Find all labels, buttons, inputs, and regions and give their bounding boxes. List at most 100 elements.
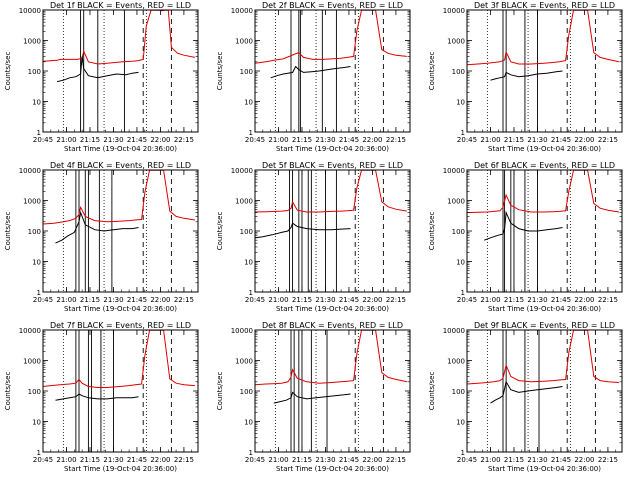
x-tick-label: 22:00 [574,456,594,464]
y-tick-label: 1 [461,449,465,457]
y-tick-label: 1000 [23,358,41,366]
y-tick-label: 100 [28,68,41,76]
series-lld-line [43,330,195,388]
panel-det-5: Det 5f BLACK = Events, RED = LLD 1 10 100 10… [216,161,411,313]
y-tick-label: 10 [32,419,41,427]
panel-title: Det 6f BLACK = Events, RED = LLD [474,161,615,170]
y-tick-label: 10000 [231,327,253,335]
y-tick-label: 1 [37,449,41,457]
y-tick-label: 1 [249,289,253,297]
series-group [43,10,195,83]
x-tick-label: 22:00 [362,296,382,304]
x-tick-label: 22:15 [386,456,406,464]
y-tick-label: 10000 [231,167,253,175]
x-tick-label: 21:15 [504,456,524,464]
panel-det-8: Det 8f BLACK = Events, RED = LLD 1 10 100 10… [216,321,411,473]
plot-frame [466,169,623,293]
y-tick-label: 10000 [443,327,465,335]
x-tick-label: 21:15 [504,296,524,304]
x-tick-label: 21:15 [504,136,524,144]
x-tick-label: 21:45 [551,456,571,464]
series-group [255,330,408,404]
x-tick-label: 21:30 [527,136,547,144]
panel-det-6: Det 6f BLACK = Events, RED = LLD 1 10 100 10… [428,161,623,313]
x-tick-label: 20:45 [33,456,53,464]
y-axis-label: Counts/sec [216,52,224,91]
x-axis-label: Start Time (19-Oct-04 20:36:00) [488,465,601,473]
marker-lines [274,330,384,452]
y-axis-label: Counts/sec [4,52,12,91]
y-tick-label: 10000 [231,7,253,15]
x-axis-label: Start Time (19-Oct-04 20:36:00) [276,305,389,313]
x-tick-label: 21:15 [80,136,100,144]
x-tick-label: 22:00 [150,456,170,464]
x-tick-label: 20:45 [245,456,265,464]
y-tick-label: 1000 [447,358,465,366]
y-tick-label: 1 [37,289,41,297]
series-group [255,10,407,79]
x-tick-label: 21:45 [551,296,571,304]
x-tick-label: 20:45 [33,296,53,304]
x-axis-label: Start Time (19-Oct-04 20:36:00) [276,145,389,153]
marker-lines [274,10,384,132]
x-tick-label: 21:30 [103,456,123,464]
panel-det-3: Det 3f BLACK = Events, RED = LLD 1 10 100 10… [428,1,623,153]
y-axis-label: Counts/sec [4,372,12,411]
y-tick-label: 100 [28,228,41,236]
y-axis-label: Counts/sec [428,52,436,91]
series-events-line [490,70,563,81]
panel-title: Det 5f BLACK = Events, RED = LLD [262,161,403,170]
x-tick-label: 22:15 [174,456,194,464]
y-tick-label: 10 [456,419,465,427]
series-lld-line [255,330,408,386]
y-tick-label: 1000 [447,38,465,46]
y-tick-label: 100 [28,388,41,396]
plot-frame [254,329,411,453]
series-group [467,170,619,241]
y-tick-label: 10000 [443,7,465,15]
x-tick-label: 22:00 [574,136,594,144]
y-tick-label: 1000 [447,198,465,206]
x-tick-label: 22:00 [362,456,382,464]
x-tick-label: 21:00 [480,296,500,304]
x-axis-label: Start Time (19-Oct-04 20:36:00) [64,465,177,473]
x-tick-label: 20:45 [245,136,265,144]
y-tick-label: 1000 [23,38,41,46]
y-tick-label: 10 [456,259,465,267]
x-tick-label: 20:45 [33,136,53,144]
series-lld-line [43,10,195,65]
x-tick-label: 22:00 [362,136,382,144]
y-tick-label: 10000 [19,327,41,335]
x-tick-label: 22:00 [574,296,594,304]
x-tick-label: 21:45 [127,456,147,464]
panel-det-2: Det 2f BLACK = Events, RED = LLD 1 10 100 10… [216,1,411,153]
panel-title: Det 2f BLACK = Events, RED = LLD [262,1,403,10]
x-tick-label: 20:45 [245,296,265,304]
y-tick-label: 10 [32,259,41,267]
y-tick-label: 10 [32,99,41,107]
y-axis-label: Counts/sec [216,212,224,251]
panel-det-9: Det 9f BLACK = Events, RED = LLD 1 10 100 10… [428,321,623,473]
x-tick-label: 21:00 [480,136,500,144]
y-tick-label: 100 [452,388,465,396]
x-axis-label: Start Time (19-Oct-04 20:36:00) [64,305,177,313]
x-tick-label: 20:45 [457,456,477,464]
y-tick-label: 1000 [235,198,253,206]
plot-frame [466,9,623,133]
y-tick-label: 100 [452,228,465,236]
y-tick-label: 10000 [443,167,465,175]
x-tick-label: 22:15 [598,296,618,304]
series-lld-line [43,170,195,225]
x-tick-label: 21:00 [56,296,76,304]
x-tick-label: 21:30 [527,456,547,464]
x-tick-label: 21:15 [292,456,312,464]
y-tick-label: 10 [456,99,465,107]
series-lld-line [255,10,407,64]
x-tick-label: 21:00 [480,456,500,464]
x-tick-label: 21:30 [103,136,123,144]
plot-frame [42,329,199,453]
series-events-line [270,65,351,79]
y-axis-label: Counts/sec [4,212,12,251]
series-events-line [55,393,139,401]
